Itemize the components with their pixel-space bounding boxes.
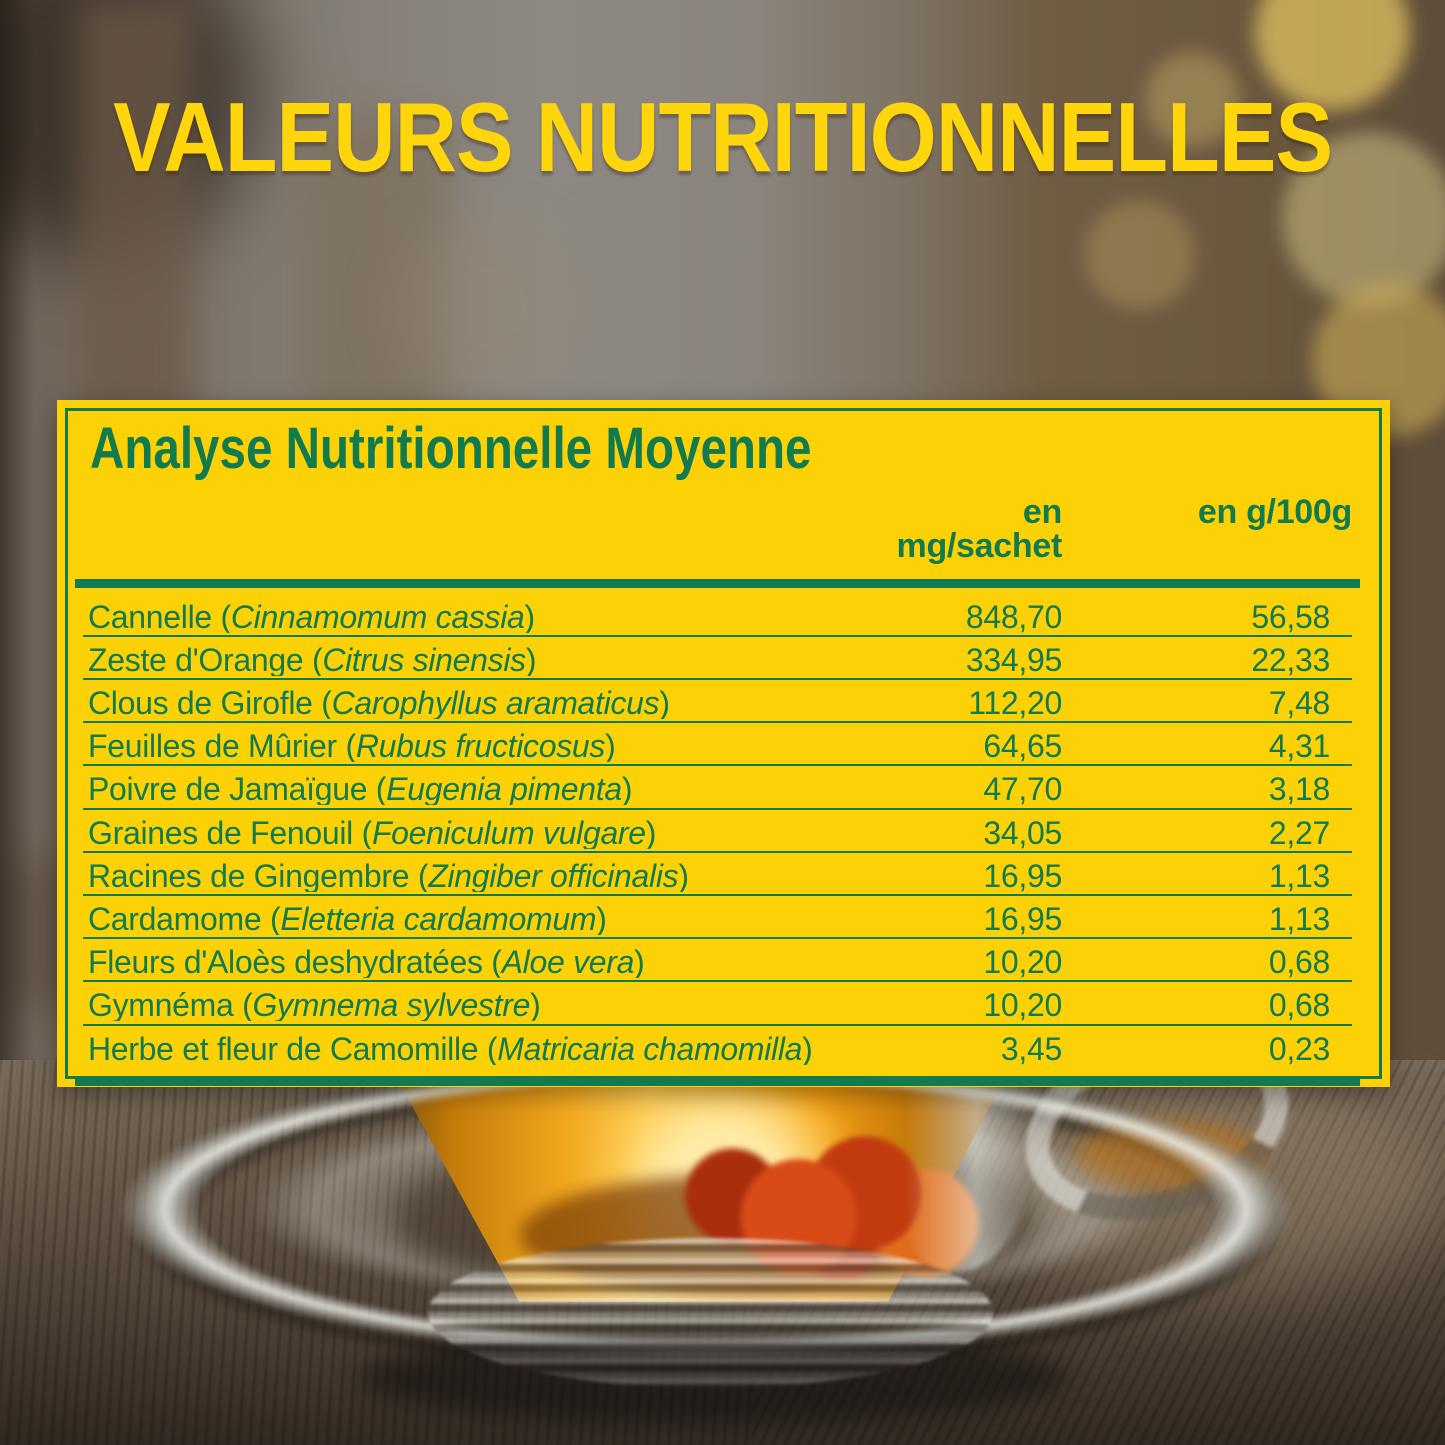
ingredient-common-name: Herbe et fleur de Camomille ( [88,1032,498,1065]
column-header-mg: en mg/sachet [896,492,1063,565]
value-g-per-100g: 0,23 [1268,1030,1330,1067]
ingredient-name-close: ) [524,600,536,633]
ingredient-name: Feuilles de Mûrier (Rubus fructicosus) [83,730,872,762]
value-mg-per-sachet: 47,70 [983,771,1062,808]
value-mg-per-sachet: 16,95 [983,857,1062,894]
ingredient-common-name: Fleurs d'Aloès deshydratées ( [88,946,502,979]
ingredient-name: Poivre de Jamaïgue (Eugenia pimenta) [83,773,872,805]
value-g-per-100g: 4,31 [1268,728,1330,765]
ingredient-latin-name: Rubus fructicosus [355,730,606,763]
ingredient-name-close: ) [634,946,645,979]
ingredient-name-close: ) [678,859,689,892]
column-header-g: en g/100g [1197,492,1352,531]
footer-rule [75,1076,1360,1086]
table-row: Gymnéma (Gymnema sylvestre) 10,20 0,68 [83,982,1352,1026]
column-headers: en mg/sachet en g/100g [83,492,1353,565]
ingredient-name-close: ) [605,730,616,763]
table-row: Cannelle (Cinnamomum cassia) 848,70 56,58 [83,594,1352,637]
value-mg-per-sachet: 112,20 [968,685,1062,722]
ingredient-table: Cannelle (Cinnamomum cassia) 848,70 56,58 Z… [83,594,1352,1069]
ingredient-latin-name: Carophyllus aramaticus [331,687,660,720]
ingredient-common-name: Poivre de Jamaïgue ( [88,773,387,806]
page-title-text: VALEURS NUTRITIONNELLES [112,82,1333,192]
ingredient-name: Gymnéma (Gymnema sylvestre) [83,989,872,1021]
table-row: Graines de Fenouil (Foeniculum vulgare) 3… [83,810,1352,853]
table-row: Poivre de Jamaïgue (Eugenia pimenta) 47,7… [83,766,1352,810]
ingredient-common-name: Cardamome ( [88,903,281,935]
ingredient-name: Fleurs d'Aloès deshydratées (Aloe vera) [83,946,872,978]
nutrition-panel: Analyse Nutritionnelle Moyenne en mg/sac… [57,400,1390,1087]
ingredient-latin-name: Cinnamomum cassia [230,600,525,633]
ingredient-common-name: Clous de Girofle ( [88,687,332,720]
table-row: Fleurs d'Aloès deshydratées (Aloe vera) 1… [83,939,1352,983]
ingredient-name-close: ) [530,989,541,1022]
table-row: Zeste d'Orange (Citrus sinensis) 334,95 22… [83,637,1352,681]
value-g-per-100g: 22,33 [1251,641,1330,678]
ingredient-latin-name: Gymnema sylvestre [252,989,531,1022]
ingredient-common-name: Racines de Gingembre ( [88,859,429,892]
ingredient-name: Herbe et fleur de Camomille (Matricaria … [83,1033,872,1065]
header-rule [75,578,1360,588]
ingredient-name: Cardamome (Eletteria cardamomum) [83,903,872,935]
ingredient-latin-name: Zingiber officinalis [428,859,679,892]
ingredient-latin-name: Foeniculum vulgare [371,816,646,849]
value-mg-per-sachet: 10,20 [983,987,1062,1024]
ingredient-common-name: Gymnéma ( [88,989,253,1022]
table-row: Herbe et fleur de Camomille (Matricaria … [83,1026,1352,1069]
ingredient-name-close: ) [645,816,657,849]
value-mg-per-sachet: 3,45 [1000,1030,1062,1067]
value-mg-per-sachet: 10,20 [983,944,1062,981]
ingredient-common-name: Cannelle ( [88,600,231,633]
ingredient-name-close: ) [802,1032,813,1065]
ingredient-name: Zeste d'Orange (Citrus sinensis) [83,644,872,676]
ingredient-name-close: ) [659,687,670,720]
ingredient-name: Cannelle (Cinnamomum cassia) [83,601,872,633]
panel-title: Analyse Nutritionnelle Moyenne [90,416,812,481]
ingredient-latin-name: Citrus sinensis [322,643,526,676]
ingredient-name-close: ) [525,643,537,676]
page-title: VALEURS NUTRITIONNELLES [0,88,1445,186]
ingredient-latin-name: Eugenia pimenta [386,773,622,806]
ingredient-name: Graines de Fenouil (Foeniculum vulgare) [83,817,872,849]
value-g-per-100g: 7,48 [1268,685,1330,722]
value-mg-per-sachet: 34,05 [983,814,1062,851]
ingredient-latin-name: Eletteria cardamomum [280,903,597,935]
ingredient-name: Racines de Gingembre (Zingiber officinal… [83,860,872,892]
value-g-per-100g: 3,18 [1268,771,1330,808]
ingredient-name: Clous de Girofle (Carophyllus aramaticus… [83,687,872,719]
ingredient-latin-name: Aloe vera [501,946,635,979]
value-g-per-100g: 1,13 [1268,901,1330,937]
value-mg-per-sachet: 334,95 [965,641,1062,678]
value-mg-per-sachet: 848,70 [965,598,1062,635]
value-mg-per-sachet: 64,65 [983,728,1062,765]
table-row: Feuilles de Mûrier (Rubus fructicosus) 64… [83,723,1352,767]
ingredient-common-name: Feuilles de Mûrier ( [88,730,356,763]
ingredient-latin-name: Matricaria chamomilla [497,1032,803,1065]
ingredient-common-name: Graines de Fenouil ( [88,816,372,849]
panel-content: Analyse Nutritionnelle Moyenne en mg/sac… [75,416,1360,1086]
table-row: Cardamome (Eletteria cardamomum) 16,95 1,1… [83,896,1352,940]
value-g-per-100g: 56,58 [1251,598,1330,635]
table-row: Clous de Girofle (Carophyllus aramaticus… [83,680,1352,724]
value-mg-per-sachet: 16,95 [983,901,1062,937]
ingredient-common-name: Zeste d'Orange ( [88,643,323,676]
value-g-per-100g: 0,68 [1268,944,1330,981]
ingredient-name-close: ) [596,903,607,935]
ingredient-name-close: ) [621,773,633,806]
value-g-per-100g: 0,68 [1268,987,1330,1024]
table-row: Racines de Gingembre (Zingiber officinal… [83,853,1352,896]
column-header-spacer [83,495,872,563]
value-g-per-100g: 2,27 [1268,814,1330,851]
value-g-per-100g: 1,13 [1268,857,1330,894]
